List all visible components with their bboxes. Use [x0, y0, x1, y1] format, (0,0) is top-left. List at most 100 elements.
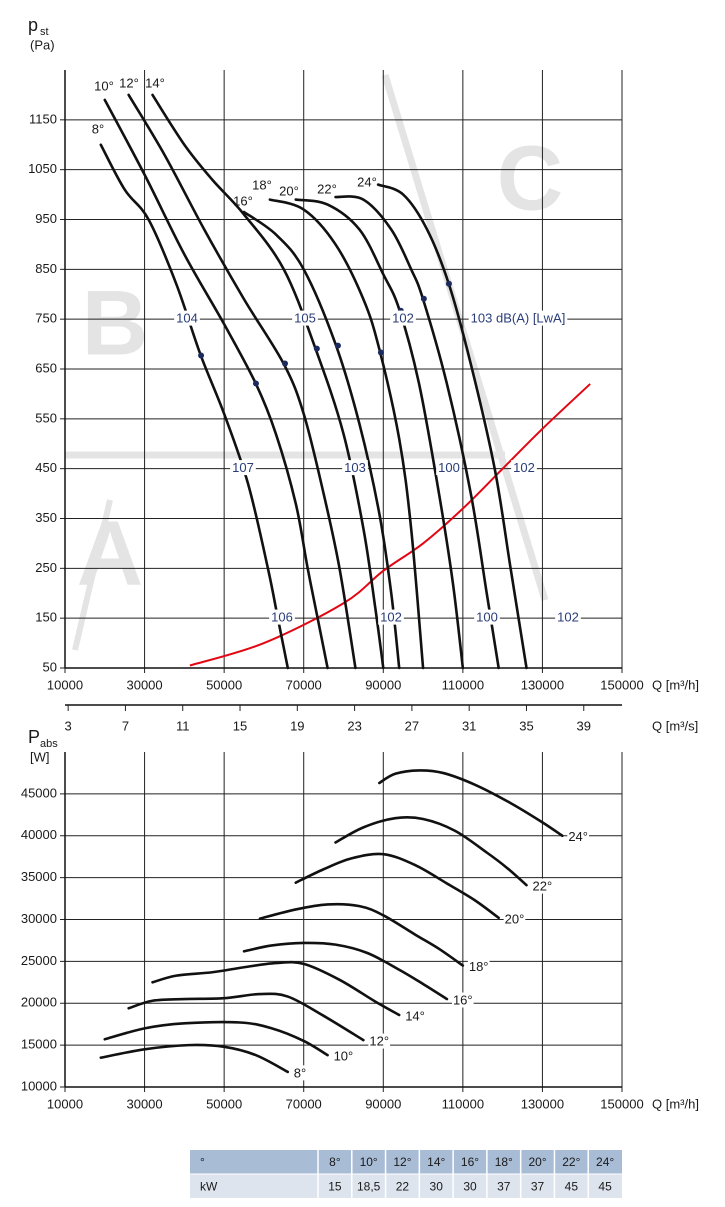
table-header-row — [190, 1150, 622, 1174]
sound-label-bg — [174, 310, 200, 326]
blade-curve — [103, 98, 329, 670]
y-axis-label-sub: abs — [40, 738, 58, 750]
x-tick-label: 150000 — [600, 677, 643, 692]
sound-label-bg — [511, 460, 537, 476]
optimum-point — [334, 342, 341, 349]
blade-curve — [378, 769, 564, 838]
x-tick-label: 150000 — [600, 1096, 643, 1111]
label-bg — [467, 959, 490, 974]
blade-angle-label: 24° — [568, 829, 588, 844]
y-tick-label: 950 — [35, 211, 57, 226]
blade-curve — [334, 195, 500, 670]
blade-angle-label: 20° — [505, 911, 525, 926]
table-row — [190, 1174, 622, 1198]
blade-angle-label: 14° — [405, 1008, 425, 1023]
table-cell: 14° — [427, 1155, 445, 1169]
x2-tick-label: 19 — [290, 718, 304, 733]
y-tick-label: 50 — [43, 659, 57, 674]
x2-tick-label: 39 — [577, 718, 591, 733]
y-tick-label: 350 — [35, 510, 57, 525]
sound-level-label: 102 — [392, 311, 414, 326]
blade-curve — [242, 210, 401, 670]
x2-tick-label: 7 — [122, 718, 129, 733]
optimum-point — [377, 349, 384, 356]
optimum-point — [313, 345, 320, 352]
x-tick-label: 50000 — [206, 677, 242, 692]
blade-angle-label: 16° — [453, 993, 473, 1008]
zone-letter: C — [497, 127, 563, 229]
table-cell: 22° — [562, 1155, 580, 1169]
label-bg — [332, 1048, 355, 1064]
sound-label-bg — [555, 609, 581, 625]
table-cell: 15 — [328, 1179, 342, 1193]
sound-level-label: 102 — [557, 610, 579, 625]
y-tick-label: 25000 — [21, 953, 57, 968]
zone-letter: B — [82, 272, 148, 374]
blade-curve — [242, 941, 449, 1001]
x-axis-label: Q [m³/h] — [652, 1096, 699, 1111]
y-tick-label: 150 — [35, 610, 57, 625]
sound-label-bg — [269, 609, 295, 625]
label-bg — [503, 911, 526, 927]
label-bg — [451, 992, 474, 1008]
x-axis-label: Q [m³/h] — [652, 677, 699, 692]
sound-label-bg — [436, 460, 462, 476]
blade-angle-label: 8° — [294, 1065, 306, 1080]
y-tick-label: 45000 — [21, 785, 57, 800]
optimum-point — [282, 360, 289, 367]
table-cell: 37 — [497, 1179, 511, 1193]
blade-angle-label: 18° — [252, 177, 272, 192]
blade-curve — [268, 198, 425, 670]
table-cell: 22 — [396, 1179, 410, 1193]
label-bg — [404, 1008, 426, 1024]
sound-level-label: 100 — [438, 460, 460, 475]
x2-tick-label: 35 — [519, 718, 533, 733]
y-tick-label: 30000 — [21, 911, 57, 926]
x-tick-label: 130000 — [521, 1096, 564, 1111]
label-bg — [368, 1033, 391, 1049]
blade-curve — [334, 815, 528, 887]
y-tick-label: 20000 — [21, 995, 57, 1010]
table-cell: 18,5 — [357, 1179, 381, 1193]
x2-tick-label: 23 — [347, 718, 361, 733]
sound-level-label: 103 — [344, 460, 366, 475]
y-tick-label: 450 — [35, 460, 57, 475]
optimum-point — [445, 280, 452, 287]
sound-level-label: 104 — [176, 311, 198, 326]
sound-label-bg — [292, 310, 318, 326]
x-tick-label: 110000 — [442, 677, 484, 692]
x2-tick-label: 15 — [233, 718, 247, 733]
y-tick-label: 250 — [35, 560, 57, 575]
y-tick-label: 750 — [35, 311, 57, 326]
blade-angle-label: 8° — [92, 121, 104, 136]
blade-curve — [294, 198, 465, 670]
optimum-point — [252, 380, 259, 387]
y-axis-label: P — [28, 727, 40, 747]
y-tick-label: 15000 — [21, 1037, 57, 1052]
sound-level-label: 107 — [232, 460, 254, 475]
blade-curve — [294, 852, 500, 920]
y-axis-unit: [W] — [30, 749, 50, 764]
sound-label-bg — [378, 609, 404, 625]
table-cell: kW — [200, 1179, 218, 1193]
y-tick-label: 850 — [35, 261, 57, 276]
x-tick-label: 50000 — [206, 1096, 242, 1111]
table-cell: 30 — [463, 1179, 477, 1193]
table-cell: ° — [200, 1155, 205, 1169]
table-cell: 12° — [393, 1155, 411, 1169]
blade-angle-label: 24° — [357, 174, 377, 189]
blade-angle-label: 14° — [145, 75, 165, 90]
x-tick-label: 90000 — [365, 677, 401, 692]
blade-angle-label: 10° — [334, 1049, 354, 1064]
table-cell: 45 — [565, 1179, 579, 1193]
y-tick-label: 550 — [35, 410, 57, 425]
blade-curve — [376, 183, 528, 670]
blade-curve — [151, 960, 401, 1017]
label-bg — [292, 1065, 308, 1081]
sound-label-bg — [474, 609, 500, 625]
x-tick-label: 10000 — [47, 677, 83, 692]
table-cell: 16° — [461, 1155, 479, 1169]
blade-curve — [127, 992, 365, 1042]
